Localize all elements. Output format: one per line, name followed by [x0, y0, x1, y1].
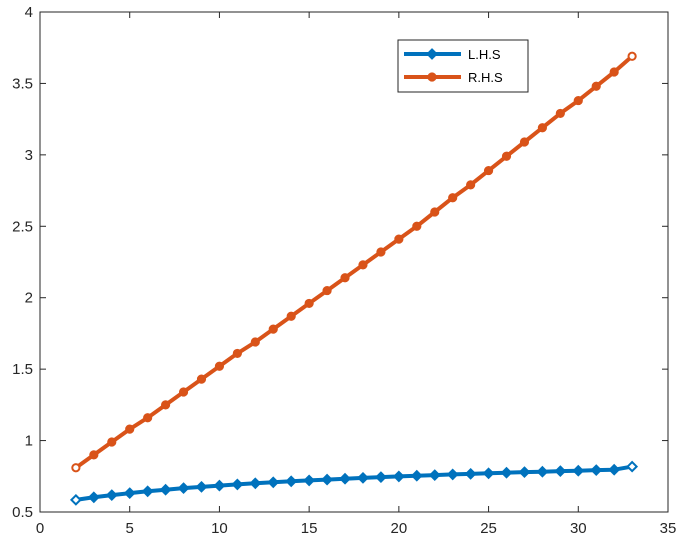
data-point-lhs — [590, 464, 603, 477]
data-point-lhs — [285, 475, 298, 488]
data-point-lhs — [375, 471, 387, 484]
x-tick-label: 15 — [301, 520, 318, 537]
y-tick-label: 2.5 — [12, 218, 33, 235]
data-point-lhs — [572, 464, 585, 477]
data-point-rhs — [376, 247, 386, 257]
axes-box — [39, 11, 669, 513]
data-point-lhs — [536, 465, 549, 478]
data-point-lhs — [87, 491, 100, 504]
data-point-lhs — [195, 480, 208, 493]
data-point-lhs — [177, 482, 190, 495]
legend: L.H.S R.H.S — [397, 39, 529, 93]
data-point-lhs — [339, 472, 351, 485]
data-point-lhs — [428, 469, 441, 482]
legend-marker-diamond — [426, 48, 438, 60]
data-point-rhs — [358, 260, 368, 270]
data-point-rhs — [448, 193, 458, 203]
data-point-rhs — [555, 108, 565, 119]
plot-area: 0 5 10 15 20 25 30 35 0.5 1 1.5 2 2.5 3 3.5 4 L.H.S R.H.S — [12, 4, 676, 537]
data-point-lhs — [464, 467, 477, 480]
data-point-rhs — [161, 400, 171, 410]
data-point-lhs — [213, 479, 226, 492]
y-tick-label: 3.5 — [12, 75, 33, 92]
legend-marker-circle — [427, 72, 437, 82]
data-point-rhs — [71, 463, 81, 473]
data-point-lhs — [267, 476, 280, 489]
data-point-rhs — [196, 374, 207, 384]
data-point-lhs — [105, 489, 118, 502]
data-point-lhs — [231, 478, 244, 491]
data-point-rhs — [214, 361, 225, 371]
data-point-rhs — [268, 324, 278, 334]
data-point-lhs — [626, 460, 639, 473]
x-tick-label: 30 — [570, 520, 587, 537]
data-point-lhs — [392, 470, 405, 483]
data-point-lhs — [410, 469, 423, 482]
data-point-rhs — [591, 81, 601, 91]
data-point-rhs — [340, 273, 350, 283]
x-tick-label: 25 — [480, 520, 497, 537]
data-point-rhs — [125, 424, 135, 434]
x-tick-label: 35 — [660, 520, 677, 537]
y-tick-label: 1 — [25, 433, 33, 450]
data-point-rhs — [430, 207, 440, 217]
legend-label: R.H.S — [468, 70, 503, 85]
data-point-lhs — [123, 487, 136, 500]
data-point-rhs — [232, 348, 242, 359]
data-point-rhs — [627, 51, 637, 61]
x-tick-label: 20 — [391, 520, 408, 537]
data-point-rhs — [519, 137, 530, 147]
data-point-rhs — [394, 234, 404, 244]
legend-box — [397, 39, 529, 93]
data-point-rhs — [322, 285, 332, 296]
data-point-rhs — [250, 337, 260, 347]
data-point-rhs — [609, 67, 619, 77]
data-point-rhs — [412, 221, 422, 231]
y-tick-label: 3 — [25, 147, 33, 164]
data-point-lhs — [608, 463, 621, 476]
data-point-lhs — [249, 477, 262, 490]
y-tick-label: 1.5 — [12, 361, 33, 378]
x-tick-label: 5 — [126, 520, 134, 537]
data-point-lhs — [321, 473, 333, 486]
data-point-rhs — [501, 151, 512, 161]
data-point-lhs — [518, 466, 531, 479]
data-point-rhs — [178, 387, 189, 397]
data-point-lhs — [482, 467, 495, 480]
y-tick-label: 4 — [25, 4, 33, 21]
x-tick-label: 10 — [211, 520, 228, 537]
data-point-rhs — [107, 437, 117, 447]
data-point-rhs — [304, 298, 314, 309]
data-point-rhs — [573, 95, 583, 106]
data-point-lhs — [159, 483, 172, 496]
data-point-rhs — [537, 123, 548, 133]
data-point-rhs — [286, 311, 296, 321]
data-point-lhs — [357, 471, 369, 484]
data-point-lhs — [141, 485, 154, 498]
data-point-rhs — [89, 450, 99, 460]
data-point-rhs — [143, 413, 153, 423]
data-point-lhs — [69, 493, 82, 506]
data-point-lhs — [500, 466, 513, 479]
data-point-lhs — [303, 474, 316, 487]
y-tick-label: 0.5 — [12, 504, 33, 521]
x-tick-label: 0 — [36, 520, 44, 537]
data-point-lhs — [554, 465, 567, 478]
data-point-lhs — [446, 468, 459, 481]
legend-label: L.H.S — [468, 47, 501, 62]
data-point-rhs — [466, 180, 476, 190]
data-point-rhs — [483, 165, 494, 176]
y-tick-label: 2 — [25, 290, 33, 307]
